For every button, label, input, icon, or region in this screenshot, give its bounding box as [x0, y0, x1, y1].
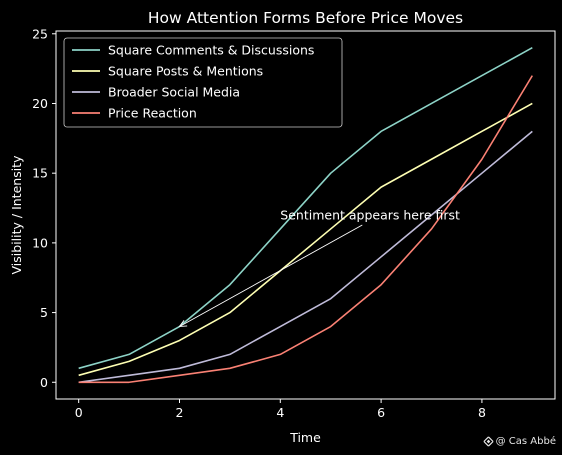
watermark-text: @ Cas Abbé: [495, 436, 556, 447]
annotation-arrow-head: [178, 320, 188, 328]
annotation-arrow-line: [180, 224, 363, 327]
legend-label-3: Broader Social Media: [108, 85, 240, 100]
binance-logo-icon: [483, 436, 494, 447]
series-line-2: [78, 102, 533, 377]
annotation-text: Sentiment appears here first: [280, 208, 460, 223]
x-tick-label: 2: [176, 405, 184, 420]
x-tick-label: 0: [75, 405, 83, 420]
y-axis-label: Visibility / Intensity: [9, 155, 24, 275]
y-tick-label: 10: [32, 235, 48, 250]
plot-frame: [55, 30, 556, 400]
legend-box: [63, 37, 343, 128]
legend-label-4: Price Reaction: [108, 106, 197, 121]
x-axis-label: Time: [289, 430, 321, 445]
legend-label-2: Square Posts & Mentions: [108, 64, 263, 79]
x-tick-label: 4: [276, 405, 284, 420]
y-tick-label: 0: [40, 375, 48, 390]
x-tick-label: 6: [377, 405, 385, 420]
y-tick-label: 25: [32, 26, 48, 41]
y-tick-label: 15: [32, 166, 48, 181]
watermark: @ Cas Abbé: [483, 436, 556, 447]
y-tick-label: 5: [40, 305, 48, 320]
x-tick-label: 8: [478, 405, 486, 420]
legend-label-1: Square Comments & Discussions: [108, 43, 314, 58]
series-line-4: [78, 75, 534, 384]
y-tick-label: 20: [32, 96, 48, 111]
chart-title: How Attention Forms Before Price Moves: [148, 9, 463, 27]
series-line-1: [78, 47, 533, 370]
